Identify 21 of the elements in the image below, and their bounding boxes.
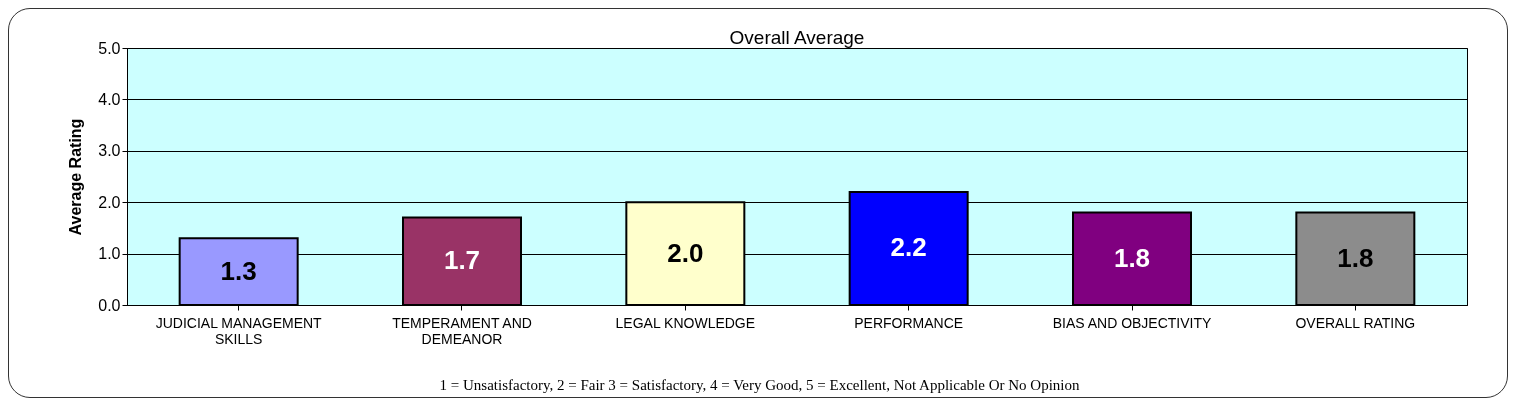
x-tick-label: LEGAL KNOWLEDGE bbox=[615, 314, 756, 331]
data-label: 1.7 bbox=[443, 245, 481, 276]
y-tick-label: 0.0 bbox=[98, 296, 121, 314]
y-tick-label: 2.0 bbox=[98, 193, 121, 211]
y-tick-label: 4.0 bbox=[98, 90, 121, 108]
x-tick-label: TEMPERAMENT AND DEMEANOR bbox=[392, 314, 532, 347]
text: 1 = Unsatisfactory, 2 = Fair 3 = Satisfactory, 4 = Very Good, 5 = Excellent, Not Applicable Or No Opinion bbox=[438, 377, 1081, 394]
x-tick-label: JUDICIAL MANAGEMENT SKILLS bbox=[155, 314, 323, 347]
data-label: 1.8 bbox=[1337, 242, 1374, 273]
data-label: 2.2 bbox=[890, 232, 927, 263]
y-tick-label: 3.0 bbox=[98, 142, 121, 160]
data-label: 1.3 bbox=[220, 255, 257, 286]
data-label: 2.0 bbox=[667, 237, 704, 268]
y-tick-label: 5.0 bbox=[98, 39, 121, 57]
x-tick-label: BIAS AND OBJECTIVITY bbox=[1052, 314, 1213, 331]
chart-title: Overall Average bbox=[729, 27, 865, 48]
x-tick-label: PERFORMANCE bbox=[854, 314, 964, 331]
y-tick-label: 1.0 bbox=[98, 245, 121, 263]
y-axis-title: Average Rating bbox=[67, 118, 85, 236]
x-tick-label: OVERALL RATING bbox=[1295, 314, 1416, 331]
data-label: 1.8 bbox=[1113, 242, 1151, 273]
